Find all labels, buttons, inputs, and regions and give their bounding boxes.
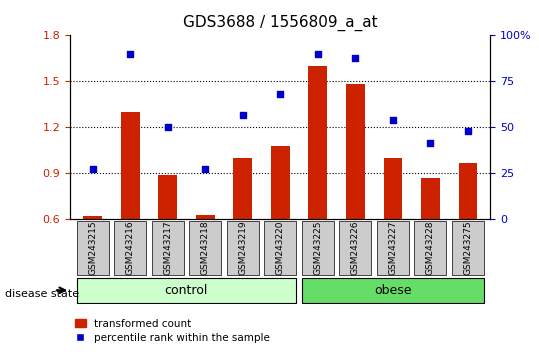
Point (351, 56, 360, 61)
FancyBboxPatch shape (452, 221, 484, 275)
Bar (421, 178, 440, 219)
Text: obese: obese (374, 284, 412, 297)
Point (88, 166, 97, 172)
Text: GSM243226: GSM243226 (351, 221, 360, 275)
Text: GSM243275: GSM243275 (464, 221, 473, 275)
Point (314, 51, 322, 57)
FancyBboxPatch shape (114, 221, 146, 275)
Point (126, 51, 134, 57)
FancyBboxPatch shape (302, 278, 484, 303)
Point (238, 112, 247, 118)
Bar (384, 158, 402, 219)
FancyBboxPatch shape (377, 221, 409, 275)
Text: GSM243217: GSM243217 (163, 221, 172, 275)
Bar (271, 146, 289, 219)
Text: GSM243215: GSM243215 (88, 221, 97, 275)
Bar (83, 216, 102, 219)
Point (276, 91, 285, 97)
Text: GSM243227: GSM243227 (389, 221, 397, 275)
FancyBboxPatch shape (264, 221, 296, 275)
Point (163, 125, 172, 130)
Text: disease state: disease state (5, 289, 80, 299)
FancyBboxPatch shape (189, 221, 221, 275)
Point (464, 128, 472, 133)
FancyBboxPatch shape (414, 221, 446, 275)
Text: GSM243218: GSM243218 (201, 221, 210, 275)
Text: control: control (165, 284, 208, 297)
Text: GSM243219: GSM243219 (238, 221, 247, 275)
Bar (459, 163, 478, 219)
Legend: transformed count, percentile rank within the sample: transformed count, percentile rank withi… (75, 319, 270, 343)
Point (426, 140, 435, 145)
Bar (158, 175, 177, 219)
FancyBboxPatch shape (77, 221, 108, 275)
FancyBboxPatch shape (77, 278, 296, 303)
Bar (233, 158, 252, 219)
FancyBboxPatch shape (340, 221, 371, 275)
FancyBboxPatch shape (227, 221, 259, 275)
Point (201, 166, 210, 172)
Text: GSM243220: GSM243220 (276, 221, 285, 275)
Text: GSM243216: GSM243216 (126, 221, 135, 275)
Bar (196, 215, 215, 219)
Bar (121, 112, 140, 219)
Text: GSM243228: GSM243228 (426, 221, 435, 275)
Title: GDS3688 / 1556809_a_at: GDS3688 / 1556809_a_at (183, 15, 378, 31)
FancyBboxPatch shape (151, 221, 184, 275)
Bar (346, 85, 365, 219)
Bar (308, 66, 327, 219)
Text: GSM243225: GSM243225 (313, 221, 322, 275)
Point (389, 117, 397, 122)
FancyBboxPatch shape (302, 221, 334, 275)
